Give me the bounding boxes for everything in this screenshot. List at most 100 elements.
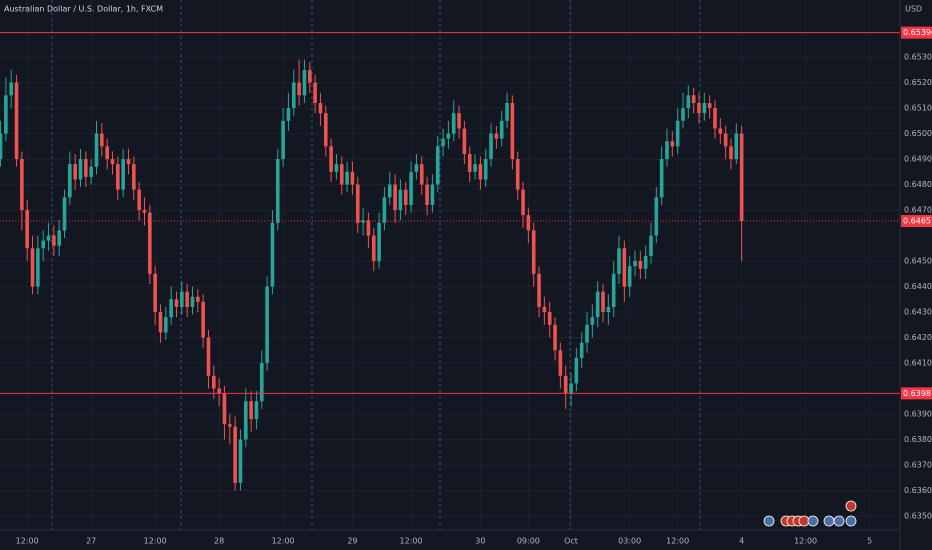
candle-body: [36, 248, 40, 287]
candle-body: [691, 95, 696, 103]
candle-body: [206, 337, 211, 376]
candle-body: [393, 184, 397, 211]
candle-body: [350, 171, 355, 185]
candle-body: [265, 286, 269, 364]
session-breaks: [51, 0, 701, 530]
candle-body: [617, 248, 621, 274]
candle-body: [590, 317, 595, 325]
candle-body: [606, 306, 611, 313]
x-tick-label: Oct: [564, 537, 578, 546]
candle-body: [339, 164, 344, 185]
candle-body: [654, 197, 659, 236]
candle-body: [643, 255, 648, 269]
candle-body: [558, 350, 563, 376]
x-tick-label: 28: [214, 537, 224, 546]
candle-body: [100, 133, 104, 147]
candle-body: [62, 197, 67, 231]
candle-body: [457, 113, 461, 129]
x-tick-label: 30: [475, 537, 485, 546]
x-tick-label: 27: [86, 537, 96, 546]
candle-body: [254, 401, 259, 420]
candle-body: [371, 235, 376, 262]
candle-body: [227, 424, 232, 427]
candle-body: [217, 388, 221, 394]
candle-body: [9, 82, 13, 96]
candle-body: [414, 164, 419, 172]
candle-body: [473, 164, 477, 172]
candle-body: [398, 189, 403, 211]
candle-body: [697, 102, 701, 114]
candle-body: [30, 248, 35, 287]
candle-body: [302, 69, 307, 96]
candle-body: [409, 171, 413, 205]
candle-body: [286, 108, 291, 121]
candle-body: [499, 120, 504, 139]
candle-body: [89, 166, 93, 177]
candle-body: [137, 189, 141, 211]
candle-body: [595, 291, 600, 318]
candle-body: [132, 164, 136, 190]
candle-body: [633, 261, 637, 267]
candle-body: [291, 82, 296, 109]
candle-body: [126, 159, 131, 165]
candle-body: [0, 133, 3, 160]
candle-body: [110, 159, 115, 165]
candle-body: [41, 240, 45, 249]
candle-body: [212, 375, 216, 389]
candle-body: [505, 102, 509, 121]
candle-body: [403, 189, 408, 205]
candle-body: [275, 159, 280, 223]
candle-body: [675, 120, 680, 147]
candle-body: [142, 210, 147, 213]
candle-body: [515, 159, 520, 190]
x-tick-label: 12:00: [16, 537, 39, 546]
x-tick-label: 03:00: [618, 537, 641, 546]
candle-body: [665, 141, 669, 160]
candle-body: [20, 159, 24, 211]
candle-body: [233, 426, 237, 483]
candle-body: [382, 197, 387, 223]
candle-body: [686, 95, 691, 109]
candle-body: [366, 220, 371, 236]
candle-body: [329, 146, 333, 172]
candle-body: [467, 153, 472, 172]
candle-body: [84, 159, 88, 177]
candle-body: [622, 248, 627, 287]
candle-body: [190, 296, 195, 307]
price-label: 0.64657: [903, 217, 932, 226]
candle-body: [196, 296, 200, 302]
candle-body: [25, 210, 29, 249]
candle-body: [734, 133, 739, 160]
candle-body: [153, 273, 157, 313]
candle-body: [185, 291, 189, 307]
candle-body: [430, 184, 435, 205]
candle-body: [222, 393, 227, 425]
x-tick-label: 12:00: [666, 537, 689, 546]
candle-body: [713, 108, 717, 129]
candle-body: [169, 299, 173, 318]
price-label-box: [901, 26, 932, 39]
x-tick-label: 4: [739, 537, 744, 546]
candle-body: [462, 128, 467, 154]
candle-body: [585, 324, 589, 343]
price-label-box: [901, 215, 932, 228]
candle-body: [174, 299, 179, 307]
candle-body: [281, 120, 285, 160]
x-tick-label: 12:00: [400, 537, 423, 546]
candle-body: [180, 291, 184, 307]
candle-body: [579, 342, 584, 358]
candle-body: [702, 102, 707, 114]
candle-body: [521, 189, 525, 216]
candle-body: [526, 215, 531, 231]
candle-body: [201, 301, 205, 338]
x-tick-label: 12:00: [144, 537, 167, 546]
candle-body: [649, 235, 653, 256]
